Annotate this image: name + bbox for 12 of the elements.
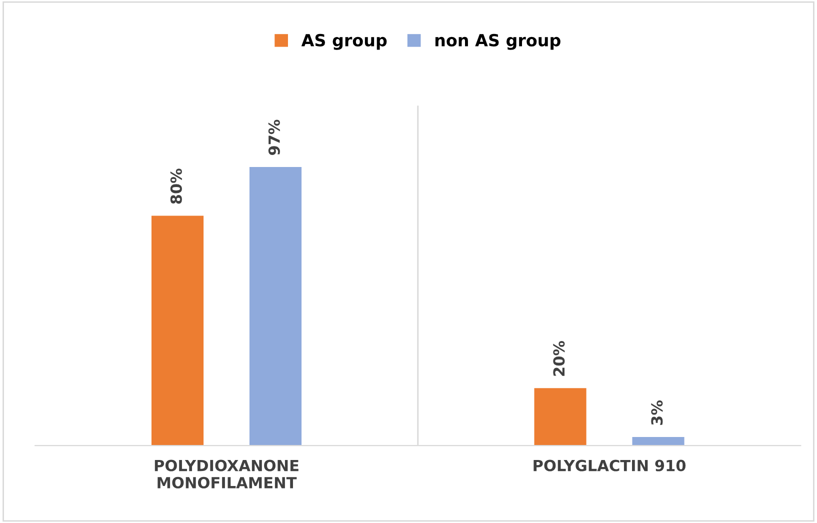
x-tick-label: POLYGLACTIN 910 xyxy=(534,460,686,472)
bar xyxy=(632,436,684,446)
data-label: 80% xyxy=(170,168,182,204)
data-label: 20% xyxy=(553,340,565,376)
legend-label: AS group xyxy=(301,34,387,50)
x-tick-label: POLYDIOXANONE MONOFILAMENT xyxy=(154,460,298,488)
bar xyxy=(534,388,586,446)
data-label: 97% xyxy=(268,120,280,156)
data-label: 3% xyxy=(651,400,663,425)
legend-label: non AS group xyxy=(435,34,560,50)
bar xyxy=(151,216,204,446)
bar xyxy=(249,166,302,446)
